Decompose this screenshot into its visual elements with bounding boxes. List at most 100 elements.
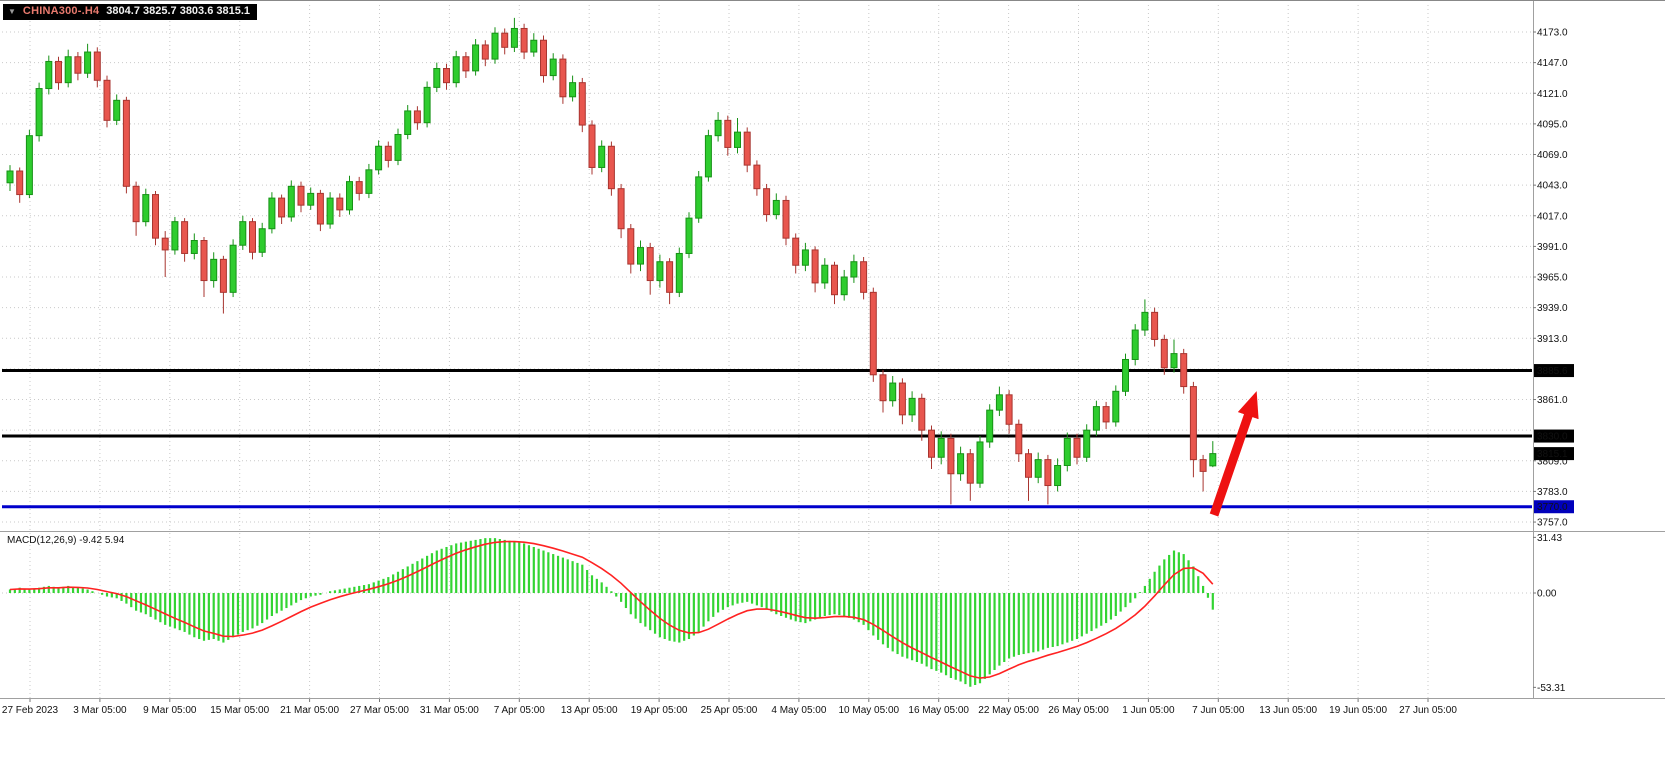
candle-body	[1044, 459, 1052, 487]
ohlc-readout: 3804.7 3825.7 3803.6 3815.1	[106, 5, 251, 17]
time-tick-label: 1 Jun 05:00	[1122, 705, 1175, 716]
price-tick-label: 3809.0	[1537, 456, 1568, 467]
price-tick-label: 3861.0	[1537, 395, 1568, 406]
candle-body	[598, 145, 606, 168]
time-axis-scale[interactable]	[0, 699, 1665, 765]
time-tick-label: 7 Jun 05:00	[1192, 705, 1245, 716]
candle-body	[200, 240, 208, 282]
price-tick-label: 4121.0	[1537, 89, 1568, 100]
candle-body	[734, 131, 741, 148]
candle-body	[433, 68, 441, 88]
candle-body	[743, 131, 751, 166]
candle-body	[45, 60, 53, 90]
candle-body	[947, 437, 955, 475]
candle-body	[1122, 358, 1129, 392]
candle-body	[831, 264, 838, 296]
candle-body	[724, 119, 732, 148]
macd-tick-label: -53.31	[1537, 683, 1566, 694]
candle-body	[772, 199, 780, 216]
price-axis-scale[interactable]	[1534, 1, 1665, 698]
time-tick-label: 19 Jun 05:00	[1329, 705, 1387, 716]
highlighted-price-label: 3770.0	[1537, 502, 1568, 513]
candle-body	[763, 188, 771, 216]
price-tick-label: 4095.0	[1537, 119, 1568, 130]
time-tick-label: 16 May 05:00	[908, 705, 969, 716]
candle-body	[462, 56, 470, 72]
candle-body	[1131, 329, 1139, 360]
candle-body	[481, 44, 489, 60]
candle-body	[792, 237, 800, 266]
candle-body	[1209, 453, 1217, 467]
candle-body	[25, 135, 33, 196]
time-tick-label: 25 Apr 05:00	[701, 705, 758, 716]
candle-body	[520, 27, 528, 53]
candle-body	[1102, 406, 1110, 423]
candle-body	[1112, 390, 1120, 423]
price-tick-label: 4069.0	[1537, 150, 1568, 161]
price-tick-label: 3913.0	[1537, 334, 1568, 345]
candle-body	[617, 188, 625, 230]
candle-body	[16, 170, 24, 196]
price-label-box	[1534, 447, 1574, 461]
candle-body	[93, 51, 101, 81]
candle-body	[578, 82, 586, 126]
candle-body	[1073, 437, 1081, 458]
candle-body	[491, 32, 499, 60]
price-label-box	[1534, 364, 1574, 378]
symbol-title-box: ▼ CHINA300-.H4 3804.7 3825.7 3803.6 3815…	[3, 4, 258, 20]
candle-body	[181, 221, 189, 254]
highlighted-price-label: 3830.0	[1537, 432, 1568, 443]
candle-body	[501, 32, 509, 48]
candle-body	[190, 240, 198, 254]
highlighted-price-label: 3815.1	[1537, 449, 1568, 460]
candle-body	[1034, 459, 1042, 478]
candle-body	[1170, 353, 1178, 369]
time-tick-label: 7 Apr 05:00	[494, 705, 546, 716]
candle-body	[1054, 465, 1062, 487]
candle-body	[801, 249, 809, 266]
candle-body	[84, 51, 92, 74]
candle-body	[1189, 386, 1197, 461]
candle-body	[278, 197, 286, 218]
macd-histogram	[8, 538, 1214, 687]
candle-body	[171, 221, 179, 251]
candle-body	[889, 382, 897, 402]
candle-body	[210, 258, 218, 282]
price-tick-label: 4147.0	[1537, 58, 1568, 69]
candle-body	[132, 185, 140, 223]
candle-body	[384, 145, 392, 161]
candle-body	[258, 228, 266, 253]
candle-body	[1063, 437, 1071, 467]
candle-body	[472, 44, 480, 72]
candle-body	[675, 252, 683, 293]
candle-body	[588, 124, 596, 168]
candle-body	[103, 79, 111, 121]
price-label-box	[1534, 500, 1574, 514]
candle-body	[569, 82, 577, 98]
candle-body	[656, 261, 664, 282]
candle-body	[753, 164, 761, 190]
candle-body	[821, 264, 829, 284]
candle-body	[355, 181, 363, 194]
candle-body	[704, 135, 712, 178]
candle-body	[908, 397, 916, 416]
price-tick-label: 3757.0	[1537, 518, 1568, 529]
candle-body	[646, 247, 654, 282]
time-tick-label: 22 May 05:00	[978, 705, 1039, 716]
candle-body	[287, 185, 295, 218]
price-axis-labels: 4173.0 4147.0 4121.0 4095.0 4069.0 4043.0 4017…	[1533, 28, 1574, 694]
symbol-dropdown-icon[interactable]: ▼	[8, 7, 16, 16]
macd-tick-label: 0.00	[1537, 589, 1557, 600]
price-tick-label: 3991.0	[1537, 242, 1568, 253]
time-tick-label: 9 Mar 05:00	[143, 705, 197, 716]
candle-body	[394, 133, 402, 161]
candle-body	[443, 68, 450, 84]
candle-body	[1199, 459, 1207, 472]
candle-body	[1092, 406, 1100, 431]
candle-body	[404, 110, 412, 135]
candle-body	[1160, 338, 1168, 369]
candle-body	[898, 382, 906, 416]
candle-body	[346, 181, 353, 211]
candle-body	[995, 394, 1003, 411]
